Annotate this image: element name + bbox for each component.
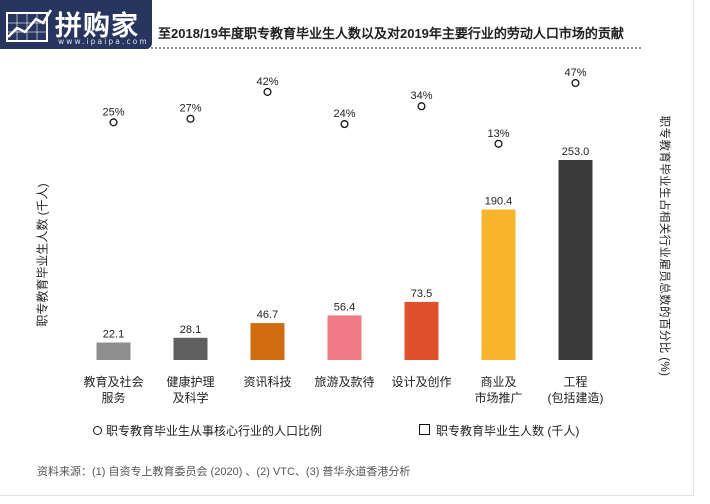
category-label: 商业及市场推广 — [474, 374, 522, 405]
category-label-line: 商业及 — [480, 374, 516, 389]
percent-marker — [186, 114, 195, 123]
category-label: 工程(包括建造) — [548, 374, 604, 405]
category-label-line: 工程 — [563, 374, 587, 389]
logo-name: 拼购家 — [55, 11, 139, 42]
bar — [404, 301, 439, 360]
percent-label: 24% — [333, 108, 355, 120]
percent-label: 27% — [179, 103, 201, 115]
percent-marker — [571, 78, 580, 88]
category-label-line: 教育及社会 — [83, 374, 143, 389]
percent-label: 42% — [256, 76, 278, 88]
bar — [173, 337, 208, 360]
category-label: 资讯科技 — [243, 375, 291, 389]
page-frame — [0, 0, 694, 496]
source-note: 资料来源：(1) 自资专上教育委员会 (2020) 、(2) VTC、(3) 普… — [37, 466, 411, 478]
percent-label: 13% — [487, 128, 509, 140]
category-label-line: 健康护理 — [166, 374, 214, 389]
title-divider — [30, 47, 641, 49]
bar — [250, 323, 285, 360]
category-label: 健康护理及科学 — [166, 374, 214, 405]
percent-label: 47% — [564, 67, 586, 79]
bar-value-label: 253.0 — [562, 146, 590, 158]
square-marker-icon — [419, 424, 430, 435]
line-chart-logo-icon — [6, 9, 52, 42]
bar — [327, 315, 362, 360]
circle-marker-icon — [93, 426, 102, 435]
logo: 拼购家 www.ipaipa.com — [0, 0, 152, 49]
category-label-line: 资讯科技 — [243, 375, 291, 389]
percent-label: 25% — [102, 106, 124, 118]
bar — [481, 209, 516, 360]
category-label: 教育及社会服务 — [83, 374, 143, 405]
bar-value-label: 56.4 — [334, 301, 355, 313]
percent-marker — [494, 139, 503, 148]
category-label-line: 及科学 — [172, 390, 208, 405]
bar-value-label: 22.1 — [103, 329, 124, 341]
percent-label: 34% — [410, 90, 432, 102]
bar — [96, 342, 131, 360]
legend-label: 职专教育毕业生人数 (千人) — [436, 424, 580, 438]
y-axis-label: 职专教育毕业生人数 (千人) — [35, 183, 50, 327]
category-label: 旅游及款待 — [314, 375, 374, 389]
bar — [558, 160, 593, 360]
logo-url: www.ipaipa.com — [58, 37, 149, 46]
category-label-line: 旅游及款待 — [314, 375, 374, 389]
category-label-line: 市场推广 — [474, 390, 522, 405]
percent-marker — [109, 118, 118, 127]
percent-marker — [340, 120, 349, 129]
legend-label: 职专教育毕业生从事核心行业的人口比例 — [106, 424, 323, 438]
bar-value-label: 190.4 — [485, 195, 513, 207]
category-label-line: (包括建造) — [548, 390, 604, 405]
category-label: 设计及创作 — [391, 375, 451, 389]
category-label-line: 设计及创作 — [391, 375, 451, 389]
bar-value-label: 73.5 — [411, 288, 432, 300]
bar-value-label: 28.1 — [180, 324, 201, 336]
percent-marker — [417, 102, 426, 111]
chart-title: 至2018/19年度职专教育毕业生人数以及对2019年主要行业的劳动人口市场的贡… — [158, 26, 624, 41]
category-label-line: 服务 — [101, 390, 125, 405]
percent-marker — [263, 87, 272, 96]
bar-value-label: 46.7 — [257, 309, 278, 321]
secondary-y-axis-label: 职专教育毕业生占相关行业雇员总数的百分比 (%) — [658, 115, 670, 377]
